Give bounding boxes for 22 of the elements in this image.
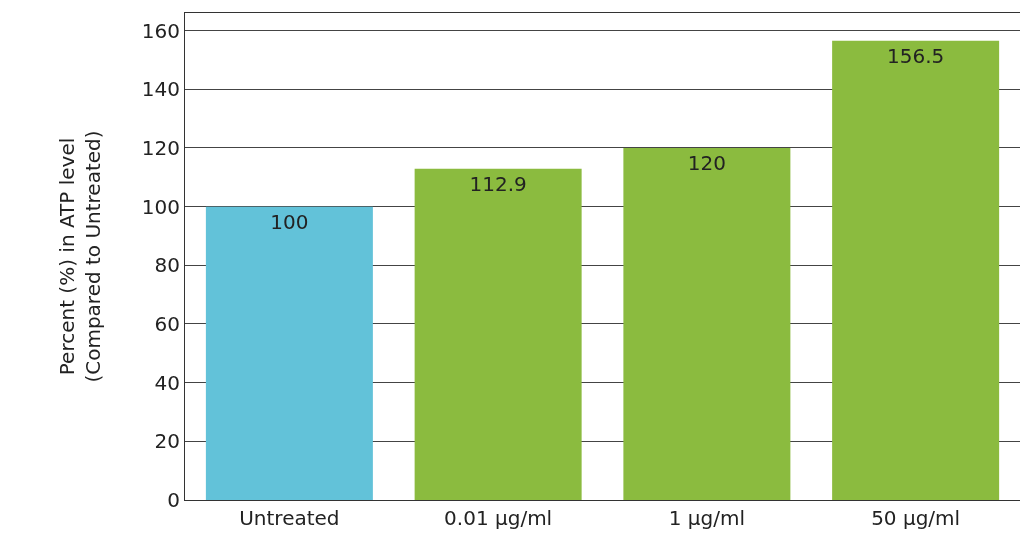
- data-label: 100: [270, 209, 309, 234]
- y-tick-label: 100: [141, 194, 180, 219]
- y-tick-label: 120: [141, 135, 180, 160]
- y-tick-label: 20: [154, 429, 180, 454]
- data-label: 120: [687, 150, 726, 175]
- x-tick-label: 1 µg/ml: [668, 506, 746, 530]
- x-tick-label: 50 µg/ml: [871, 506, 961, 530]
- y-tick-label: 60: [154, 311, 180, 336]
- data-label: 112.9: [469, 171, 527, 196]
- bar: [414, 168, 582, 500]
- bar: [832, 40, 1000, 500]
- y-axis-title: Percent (%) in ATP level (Compared to Untreated): [55, 130, 106, 383]
- y-tick-label: 40: [154, 370, 180, 395]
- data-label: 156.5: [887, 43, 945, 68]
- bar: [205, 206, 373, 500]
- x-tick-label: Untreated: [239, 506, 340, 530]
- y-tick-label: 0: [167, 488, 180, 512]
- x-tick-label: 0.01 µg/ml: [444, 506, 553, 530]
- y-tick-label: 160: [141, 18, 180, 43]
- bar: [623, 147, 791, 500]
- y-tick-label: 140: [141, 77, 180, 102]
- y-tick-label: 80: [154, 253, 180, 278]
